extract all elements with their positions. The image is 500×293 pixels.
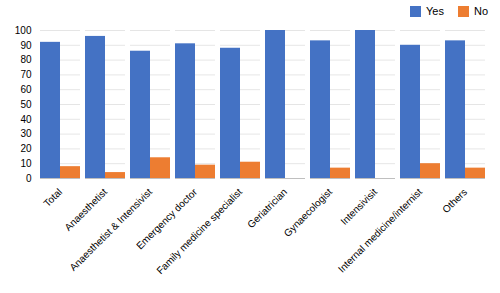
svg-text:60: 60 <box>20 84 32 95</box>
svg-text:0: 0 <box>26 173 32 184</box>
svg-text:Gynaecologist: Gynaecologist <box>282 186 335 239</box>
svg-text:70: 70 <box>20 69 32 80</box>
svg-text:50: 50 <box>20 99 32 110</box>
svg-text:Anaesthetist & Intensivist: Anaesthetist & Intensivist <box>67 186 154 273</box>
svg-text:80: 80 <box>20 54 32 65</box>
svg-text:Others: Others <box>440 186 469 215</box>
svg-text:Total: Total <box>41 186 64 209</box>
svg-text:30: 30 <box>20 128 32 139</box>
svg-text:Family medicine specialist: Family medicine specialist <box>154 186 244 276</box>
svg-text:100: 100 <box>15 25 32 36</box>
svg-text:40: 40 <box>20 114 32 125</box>
svg-text:10: 10 <box>20 158 32 169</box>
svg-text:Anaesthetist: Anaesthetist <box>62 186 109 233</box>
svg-text:90: 90 <box>20 40 32 51</box>
html-text:No: No <box>473 5 488 17</box>
html-text:Yes: Yes <box>426 5 444 17</box>
svg-text:Intensivisit: Intensivisit <box>338 186 379 227</box>
svg-text:Geriatrician: Geriatrician <box>245 186 289 230</box>
svg-text:Internal medicine/internist: Internal medicine/internist <box>336 186 425 275</box>
svg-text:Emergency doctor: Emergency doctor <box>134 186 200 252</box>
svg-text:20: 20 <box>20 143 32 154</box>
